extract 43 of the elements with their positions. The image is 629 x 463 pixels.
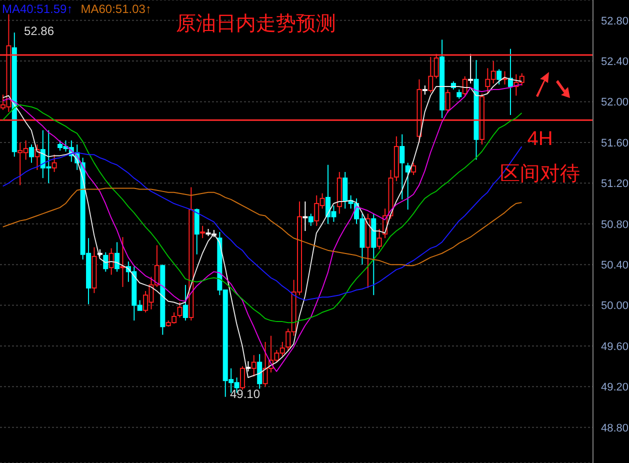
candlestick (182, 284, 188, 322)
annotation: 区间对待 (500, 163, 580, 185)
candlestick (445, 89, 450, 114)
y-tick-label: 52.40 (601, 56, 629, 68)
candlestick (468, 53, 474, 84)
candlestick (456, 89, 462, 100)
text: MA40:51.59↑ (2, 2, 73, 16)
candlestick (257, 354, 262, 390)
candlestick (411, 162, 416, 176)
y-tick-label: 52.80 (601, 15, 629, 28)
candlestick (114, 242, 120, 272)
candlestick (108, 248, 114, 276)
candlestick (400, 134, 405, 200)
candlestick (302, 200, 308, 232)
line-series (2, 104, 522, 324)
line-series (2, 146, 522, 301)
candlestick (422, 84, 428, 96)
y-tick-label: 49.60 (601, 340, 629, 353)
candlestick (251, 354, 256, 378)
annotation: 49.10 (230, 387, 260, 401)
y-tick-label: 51.60 (601, 137, 629, 150)
text: 原油日内走势预测 (176, 12, 336, 37)
candlestick (376, 228, 382, 250)
candlestick (308, 213, 314, 226)
candlestick (52, 154, 57, 172)
y-tick-label: 49.20 (601, 382, 629, 394)
y-tick-label: 50.80 (601, 218, 629, 231)
text: 4H (527, 128, 553, 150)
y-tick-label: 50.40 (601, 259, 629, 272)
candlestick (240, 366, 245, 390)
y-tick-label: 52.00 (601, 96, 629, 109)
candlestick (462, 76, 468, 96)
y-tick-label: 48.80 (601, 422, 629, 434)
candlestick (29, 144, 34, 164)
line-series (2, 188, 522, 266)
y-tick-label: 50.00 (601, 300, 629, 312)
candlestick (177, 302, 182, 318)
text: MA60:51.03↑ (80, 2, 152, 16)
y-tick-label: 51.20 (601, 178, 629, 190)
candlestick (200, 225, 206, 239)
candlestick (496, 68, 502, 85)
annotation: 52.86 (24, 24, 54, 38)
candlestick (103, 252, 108, 272)
